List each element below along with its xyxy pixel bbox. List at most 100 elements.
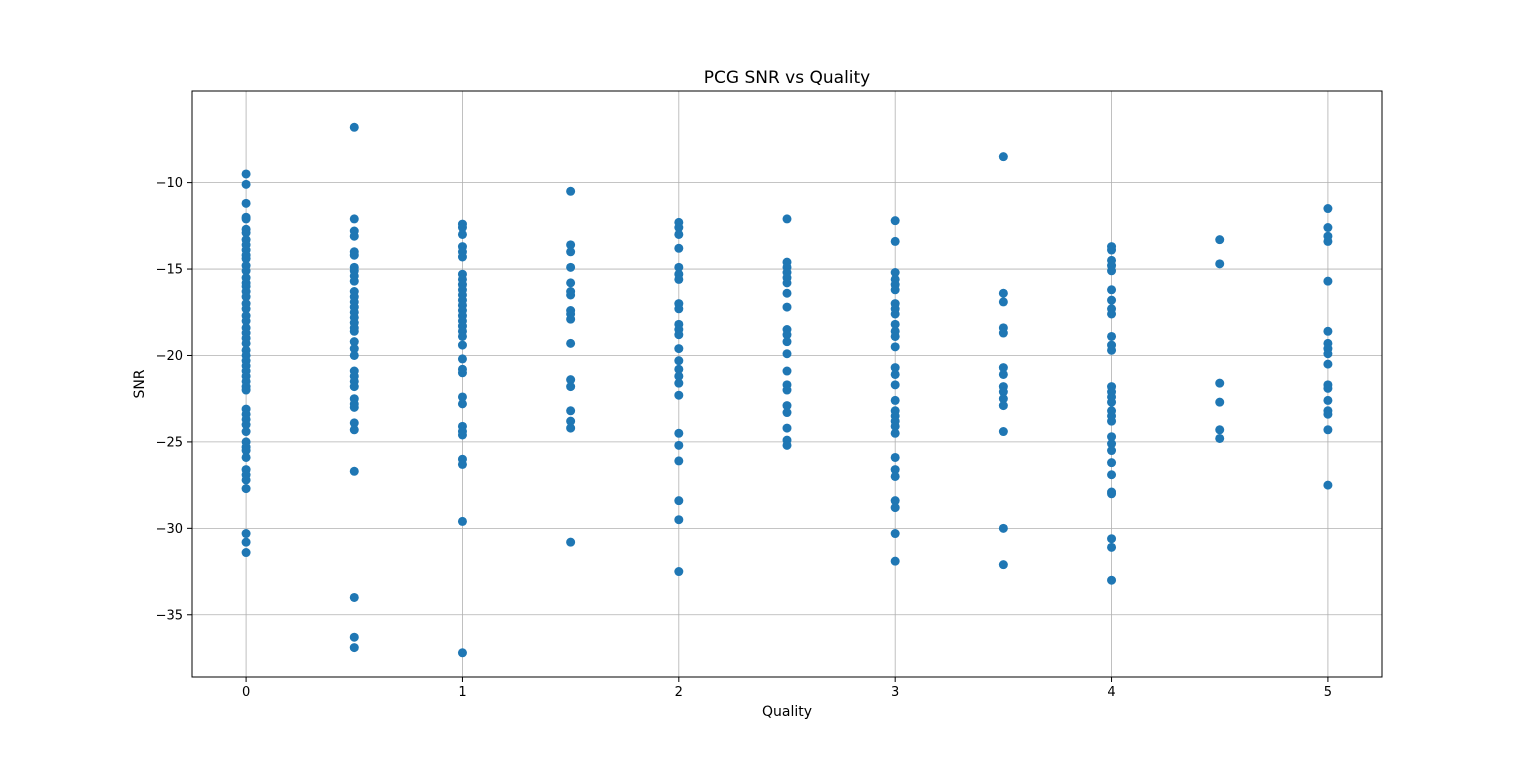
scatter-point <box>457 368 467 378</box>
axis-ticks: 0 1 2 3 4 5 −35 −30 −25 −20 −15 −10 <box>156 176 1332 700</box>
scatter-point <box>998 401 1008 411</box>
scatter-point <box>890 331 900 341</box>
scatter-point <box>1107 542 1117 552</box>
scatter-point <box>241 385 251 395</box>
scatter-point <box>1323 204 1333 214</box>
x-tick-label: 5 <box>1324 685 1332 700</box>
scatter-point <box>457 516 467 526</box>
scatter-point <box>1107 295 1117 305</box>
x-tick-label: 2 <box>675 685 683 700</box>
scatter-point <box>998 328 1008 338</box>
scatter-point <box>998 387 1008 397</box>
scatter-point <box>1107 345 1117 355</box>
scatter-point <box>241 254 251 264</box>
scatter-point <box>890 342 900 352</box>
scatter-point <box>1323 276 1333 286</box>
plot-frame <box>191 90 1383 678</box>
scatter-point <box>241 169 251 179</box>
scatter-point <box>674 515 684 525</box>
scatter-point <box>674 274 684 284</box>
scatter-point <box>349 350 359 360</box>
y-axis-label: SNR <box>132 369 148 398</box>
scatter-point <box>674 330 684 340</box>
scatter-point <box>890 471 900 481</box>
y-tick-label: −10 <box>156 176 183 191</box>
scatter-point <box>1323 349 1333 359</box>
scatter-point <box>349 276 359 286</box>
scatter-point <box>241 529 251 539</box>
scatter-point <box>1107 432 1117 442</box>
scatter-point <box>890 285 900 295</box>
scatter-point <box>890 395 900 405</box>
scatter-point <box>566 247 576 257</box>
scatter-point <box>241 316 251 326</box>
scatter-point <box>782 337 792 347</box>
scatter-point <box>349 326 359 336</box>
scatter-point <box>566 406 576 416</box>
scatter-point <box>241 198 251 208</box>
scatter-point <box>674 378 684 388</box>
scatter-point <box>241 304 251 314</box>
x-tick-label: 3 <box>891 685 899 700</box>
scatter-point <box>1107 285 1117 295</box>
scatter-point <box>890 236 900 246</box>
scatter-point <box>998 288 1008 298</box>
scatter-point <box>1323 359 1333 369</box>
scatter-point <box>457 223 467 233</box>
scatter-point <box>349 643 359 653</box>
scatter-point <box>241 548 251 558</box>
scatter-point <box>457 648 467 658</box>
scatter-point <box>457 340 467 350</box>
scatter-point <box>782 278 792 288</box>
scatter-point <box>566 338 576 348</box>
scatter-point <box>566 278 576 288</box>
scatter-point <box>782 366 792 376</box>
scatter-point <box>241 537 251 547</box>
scatter-point <box>1215 433 1225 443</box>
scatter-point <box>890 319 900 329</box>
scatter-point <box>674 262 684 272</box>
scatter-point <box>674 223 684 233</box>
scatter-point <box>782 408 792 418</box>
scatter-point <box>566 314 576 324</box>
scatter-point <box>674 344 684 354</box>
x-axis-label: Quality <box>762 704 812 720</box>
scatter-point <box>457 229 467 239</box>
scatter-point <box>782 423 792 433</box>
scatter-point <box>566 290 576 300</box>
scatter-point <box>566 416 576 426</box>
scatter-point <box>349 231 359 241</box>
scatter-point <box>998 363 1008 373</box>
scatter-point <box>1107 309 1117 319</box>
scatter-point <box>1215 397 1225 407</box>
data-points <box>241 122 1333 658</box>
scatter-point <box>674 496 684 506</box>
scatter-point <box>1323 223 1333 233</box>
scatter-point <box>674 456 684 466</box>
scatter-point <box>457 459 467 469</box>
y-tick-label: −15 <box>156 263 183 278</box>
scatter-point <box>457 399 467 409</box>
scatter-point <box>674 356 684 366</box>
scatter-point <box>1323 236 1333 246</box>
scatter-point <box>349 592 359 602</box>
y-tick-label: −35 <box>156 608 183 623</box>
scatter-point <box>241 292 251 302</box>
scatter-point <box>1107 458 1117 468</box>
scatter-point <box>241 484 251 494</box>
scatter-point <box>782 349 792 359</box>
scatter-point <box>349 337 359 347</box>
scatter-point <box>1107 575 1117 585</box>
scatter-point <box>998 394 1008 404</box>
scatter-point <box>1215 425 1225 435</box>
scatter-point <box>1107 446 1117 456</box>
scatter-point <box>566 240 576 250</box>
scatter-point <box>998 427 1008 437</box>
scatter-point <box>674 440 684 450</box>
scatter-point <box>349 122 359 132</box>
scatter-point <box>782 288 792 298</box>
scatter-point <box>566 423 576 433</box>
scatter-point <box>349 344 359 354</box>
scatter-point <box>241 427 251 437</box>
